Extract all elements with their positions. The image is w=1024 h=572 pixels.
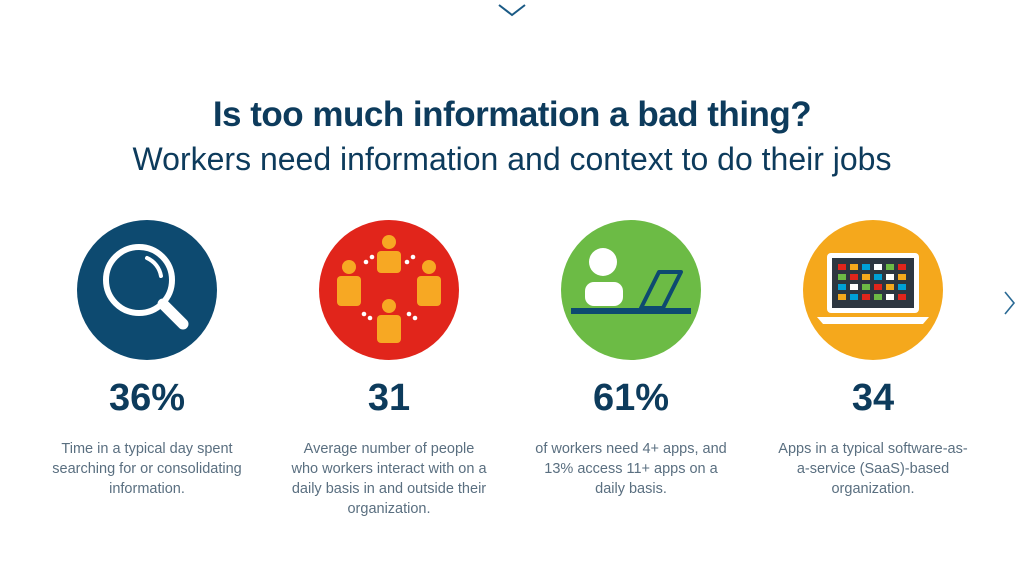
stat-description-line: a-service (SaaS)-based (796, 461, 950, 477)
stat-description-line: Apps in a typical software-as- (778, 441, 968, 457)
stat-description-line: searching for or consolidating (52, 461, 242, 477)
stat-description-line: daily basis in and outside their (291, 481, 487, 497)
stat-description-line: information. (109, 481, 185, 497)
magnifier-icon (77, 220, 217, 360)
stat-description-line: organization. (347, 501, 431, 517)
page-title: Is too much information a bad thing? (212, 95, 812, 134)
stat-value: 31 (367, 377, 411, 419)
chevron-right-icon[interactable] (1002, 290, 1016, 316)
person-laptop-icon (561, 220, 701, 360)
stat-description-line: organization. (831, 481, 915, 497)
stat-value: 34 (851, 377, 895, 419)
stat-description-line: daily basis. (595, 481, 667, 497)
laptop-apps-icon (803, 220, 943, 360)
stat-description-line: Time in a typical day spent (61, 441, 233, 457)
stat-description-line: who workers interact with on a (291, 461, 487, 477)
stat-description: of workers need 4+ apps, and 13% access … (511, 439, 751, 499)
stat-value: 36% (108, 377, 186, 419)
page-subtitle: Workers need information and context to … (132, 141, 892, 177)
stat-description: Average number of people who workers int… (269, 439, 509, 519)
chevron-down-icon[interactable] (497, 2, 527, 18)
stat-description-line: Average number of people (303, 441, 475, 457)
stat-description: Apps in a typical software-as- a-service… (753, 439, 993, 499)
stat-description: Time in a typical day spent searching fo… (27, 439, 267, 499)
stat-description-line: of workers need 4+ apps, and (535, 441, 727, 457)
people-network-icon (319, 220, 459, 360)
stat-description-line: 13% access 11+ apps on a (544, 461, 718, 477)
stat-value: 61% (592, 377, 670, 419)
